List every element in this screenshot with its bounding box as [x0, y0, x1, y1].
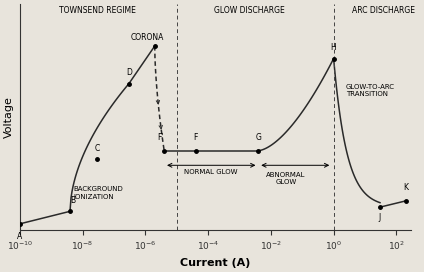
Text: ARC DISCHARGE: ARC DISCHARGE — [352, 6, 416, 15]
Text: H: H — [331, 43, 337, 52]
Text: BACKGROUND
IONIZATION: BACKGROUND IONIZATION — [73, 186, 123, 200]
Text: C: C — [95, 144, 100, 153]
X-axis label: Current (A): Current (A) — [180, 258, 251, 268]
Text: GLOW-TO-ARC
TRANSITION: GLOW-TO-ARC TRANSITION — [346, 84, 395, 97]
Y-axis label: Voltage: Voltage — [4, 96, 14, 138]
Text: F: F — [193, 133, 198, 142]
Text: F': F' — [158, 133, 164, 142]
Text: CORONA: CORONA — [131, 33, 165, 42]
Text: NORMAL GLOW: NORMAL GLOW — [184, 169, 237, 175]
Text: GLOW DISCHARGE: GLOW DISCHARGE — [214, 6, 284, 15]
Text: D: D — [126, 68, 132, 78]
Text: ABNORMAL
GLOW: ABNORMAL GLOW — [266, 172, 306, 185]
Text: K: K — [403, 184, 408, 193]
Text: B: B — [70, 196, 75, 205]
Text: TOWNSEND REGIME: TOWNSEND REGIME — [59, 6, 136, 15]
Text: G: G — [255, 133, 261, 142]
Text: A: A — [17, 232, 22, 241]
Text: J: J — [379, 213, 381, 222]
